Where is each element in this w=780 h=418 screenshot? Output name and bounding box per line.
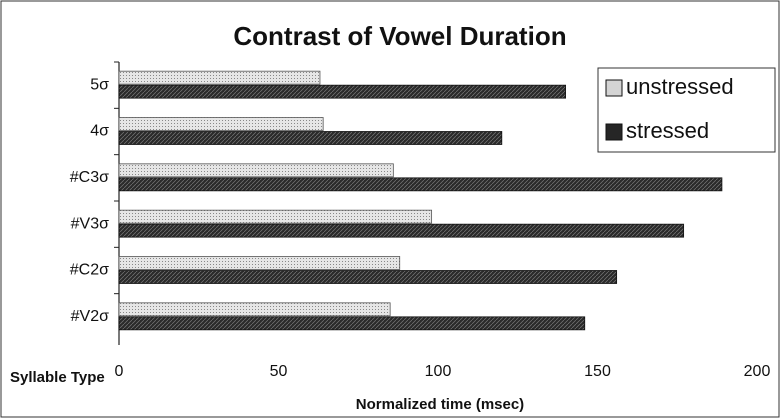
legend-label: stressed bbox=[626, 118, 709, 143]
x-tick-label: 50 bbox=[270, 363, 288, 380]
x-tick-label: 200 bbox=[744, 363, 771, 380]
bar bbox=[118, 302, 391, 317]
bar bbox=[118, 117, 324, 131]
bar bbox=[118, 270, 618, 284]
chart-title: Contrast of Vowel Duration bbox=[233, 21, 566, 51]
y-tick-label: 5σ bbox=[90, 76, 109, 93]
bar bbox=[118, 316, 586, 331]
bar bbox=[118, 209, 433, 224]
legend-box bbox=[597, 67, 776, 153]
legend-swatch bbox=[605, 79, 623, 97]
bar bbox=[118, 84, 567, 99]
bar bbox=[118, 131, 503, 145]
x-tick-label: 100 bbox=[425, 363, 452, 380]
bar bbox=[118, 70, 321, 85]
bar bbox=[118, 163, 394, 178]
bar bbox=[118, 223, 685, 238]
bar bbox=[118, 177, 723, 192]
x-tick-label: 150 bbox=[584, 363, 611, 380]
y-tick-label: #C2σ bbox=[70, 262, 109, 279]
y-tick-label: 4σ bbox=[90, 123, 109, 140]
x-axis-label: Normalized time (msec) bbox=[356, 396, 524, 413]
y-axis-label: Syllable Type bbox=[10, 369, 105, 386]
y-tick-label: #C3σ bbox=[70, 169, 109, 186]
y-tick-label: #V3σ bbox=[71, 215, 109, 232]
bar bbox=[118, 256, 401, 270]
x-tick-label: 0 bbox=[115, 363, 124, 380]
legend-swatch bbox=[605, 123, 623, 141]
legend-label: unstressed bbox=[626, 74, 734, 99]
y-tick-label: #V2σ bbox=[71, 308, 109, 325]
